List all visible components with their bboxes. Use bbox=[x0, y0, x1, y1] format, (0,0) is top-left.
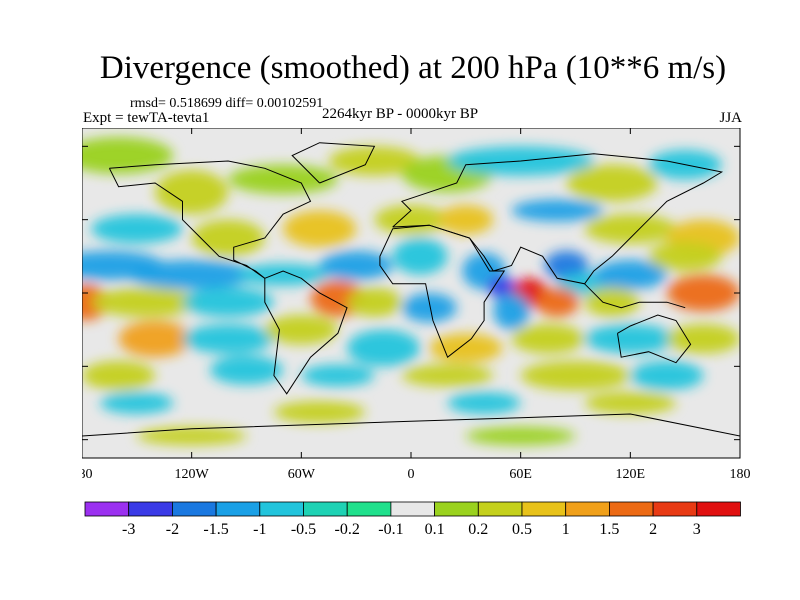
colorbar-swatch bbox=[652, 501, 698, 517]
coastline-3 bbox=[392, 153, 724, 285]
coastline-5 bbox=[617, 314, 692, 364]
lon-tick-label: 120W bbox=[175, 467, 210, 482]
colorbar-label: -3 bbox=[122, 521, 135, 538]
lon-tick-label: 0 bbox=[408, 467, 415, 482]
period-label: 2264kyr BP - 0000kyr BP bbox=[322, 106, 479, 122]
coastline-6 bbox=[584, 283, 686, 309]
coastline-1 bbox=[264, 270, 348, 395]
colorbar-label: 0.2 bbox=[468, 521, 488, 538]
coastline-0 bbox=[108, 160, 312, 279]
colorbar-swatch bbox=[434, 501, 479, 517]
colorbar-swatch bbox=[521, 501, 567, 517]
coastlines bbox=[82, 142, 740, 437]
longitude-axis: 180 120W 60W 0 60E 120E 180 bbox=[82, 128, 751, 482]
colorbar-swatch bbox=[696, 501, 741, 517]
colorbar-swatch bbox=[171, 501, 217, 517]
coastline-4 bbox=[379, 224, 506, 359]
map-title: Divergence (smoothed) at 200 hPa (10**6 … bbox=[99, 50, 727, 86]
rmsd-stat: rmsd= 0.518699 diff= 0.00102591 bbox=[130, 96, 324, 111]
colorbar: -3 -2 -1.5 -1 -0.5 -0.2 -0.1 0.1 0.2 0.5 1 1.5 2 3 bbox=[84, 501, 741, 538]
lon-tick-label: 60W bbox=[288, 467, 316, 482]
colorbar-label: 0.1 bbox=[425, 521, 445, 538]
colorbar-label: 2 bbox=[649, 521, 657, 538]
colorbar-label: -0.1 bbox=[378, 521, 403, 538]
colorbar-label: 1 bbox=[562, 521, 570, 538]
coastline-2 bbox=[291, 142, 376, 184]
colorbar-swatch bbox=[128, 501, 173, 517]
colorbar-label: -1 bbox=[253, 521, 266, 538]
colorbar-swatch bbox=[609, 501, 654, 517]
season-label: JJA bbox=[719, 110, 742, 126]
colorbar-swatch bbox=[346, 501, 392, 517]
latitude-axis: 80N40N040S80S bbox=[82, 145, 740, 441]
experiment-label: Expt = tewTA-tevta1 bbox=[83, 110, 210, 126]
colorbar-label: -0.2 bbox=[335, 521, 360, 538]
colorbar-label: 1.5 bbox=[599, 521, 619, 538]
lon-tick-label: 60E bbox=[509, 467, 532, 482]
colorbar-swatch bbox=[259, 501, 304, 517]
colorbar-swatch bbox=[84, 501, 130, 517]
colorbar-label: -2 bbox=[166, 521, 179, 538]
colorbar-label: 3 bbox=[693, 521, 701, 538]
colorbar-label: -1.5 bbox=[203, 521, 228, 538]
colorbar-label: 0.5 bbox=[512, 521, 532, 538]
divergence-field bbox=[82, 137, 740, 446]
colorbar-swatch bbox=[565, 501, 610, 517]
divergence-map: 80N40N040S80S 180 120W 60W 0 60E 120E 180 bbox=[82, 128, 751, 482]
colorbar-swatch bbox=[215, 501, 261, 517]
colorbar-swatch bbox=[477, 501, 523, 517]
colorbar-swatch bbox=[390, 501, 435, 517]
lon-tick-label: 180 bbox=[82, 467, 93, 482]
colorbar-label: -0.5 bbox=[291, 521, 316, 538]
lon-tick-label: 180 bbox=[730, 467, 751, 482]
coastline-7 bbox=[82, 413, 740, 437]
colorbar-swatch bbox=[303, 501, 348, 517]
lon-tick-label: 120E bbox=[616, 467, 646, 482]
